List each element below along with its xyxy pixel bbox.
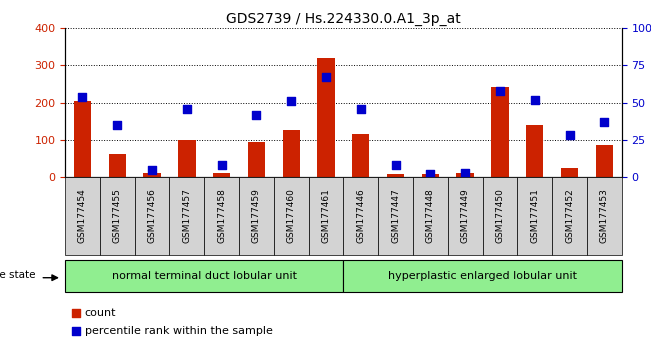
Bar [283,130,300,177]
Text: normal terminal duct lobular unit: normal terminal duct lobular unit [112,271,297,281]
Bar [596,145,613,177]
Point [391,162,401,168]
Text: GSM177448: GSM177448 [426,189,435,243]
Title: GDS2739 / Hs.224330.0.A1_3p_at: GDS2739 / Hs.224330.0.A1_3p_at [226,12,461,26]
Point [460,170,471,175]
Bar [518,177,552,255]
Text: GSM177446: GSM177446 [356,189,365,243]
Point [425,171,436,177]
Point [321,75,331,80]
Point [495,88,505,93]
Bar [65,177,100,255]
Bar [413,177,448,255]
Bar [492,87,508,177]
Text: GSM177456: GSM177456 [148,188,157,244]
Bar [422,174,439,177]
Point [77,94,88,99]
Point [182,106,192,112]
Bar [344,177,378,255]
Bar [552,177,587,255]
Bar [135,177,169,255]
Point [147,167,158,172]
Bar [65,260,344,292]
Bar [274,177,309,255]
Point [216,162,227,168]
Text: GSM177461: GSM177461 [322,188,331,244]
Point [71,310,81,316]
Bar [143,172,161,177]
Bar [344,260,622,292]
Bar [456,173,474,177]
Text: disease state: disease state [0,269,36,280]
Text: GSM177447: GSM177447 [391,189,400,243]
Point [529,97,540,103]
Point [599,119,609,125]
Text: GSM177455: GSM177455 [113,188,122,244]
Bar [387,175,404,177]
Point [251,112,262,118]
Text: GSM177450: GSM177450 [495,188,505,244]
Bar [239,177,274,255]
Text: GSM177459: GSM177459 [252,188,261,244]
Bar [309,177,343,255]
Bar [561,169,578,177]
Text: GSM177458: GSM177458 [217,188,226,244]
Bar [248,142,265,177]
Bar [100,177,135,255]
Bar [378,177,413,255]
Bar [74,101,91,177]
Text: GSM177449: GSM177449 [461,189,469,243]
Bar [317,58,335,177]
Text: GSM177452: GSM177452 [565,189,574,243]
Text: GSM177460: GSM177460 [286,188,296,244]
Point [286,98,296,104]
Bar [482,177,518,255]
Text: GSM177453: GSM177453 [600,188,609,244]
Bar [448,177,482,255]
Text: hyperplastic enlarged lobular unit: hyperplastic enlarged lobular unit [388,271,577,281]
Bar [526,125,544,177]
Bar [213,173,230,177]
Point [71,329,81,334]
Bar [169,177,204,255]
Bar [204,177,239,255]
Point [355,106,366,112]
Text: GSM177454: GSM177454 [78,189,87,243]
Text: GSM177457: GSM177457 [182,188,191,244]
Text: GSM177451: GSM177451 [530,188,539,244]
Text: count: count [85,308,116,318]
Text: percentile rank within the sample: percentile rank within the sample [85,326,273,337]
Bar [587,177,622,255]
Bar [178,140,195,177]
Bar [352,134,370,177]
Point [112,122,122,128]
Point [564,132,575,138]
Bar [109,154,126,177]
